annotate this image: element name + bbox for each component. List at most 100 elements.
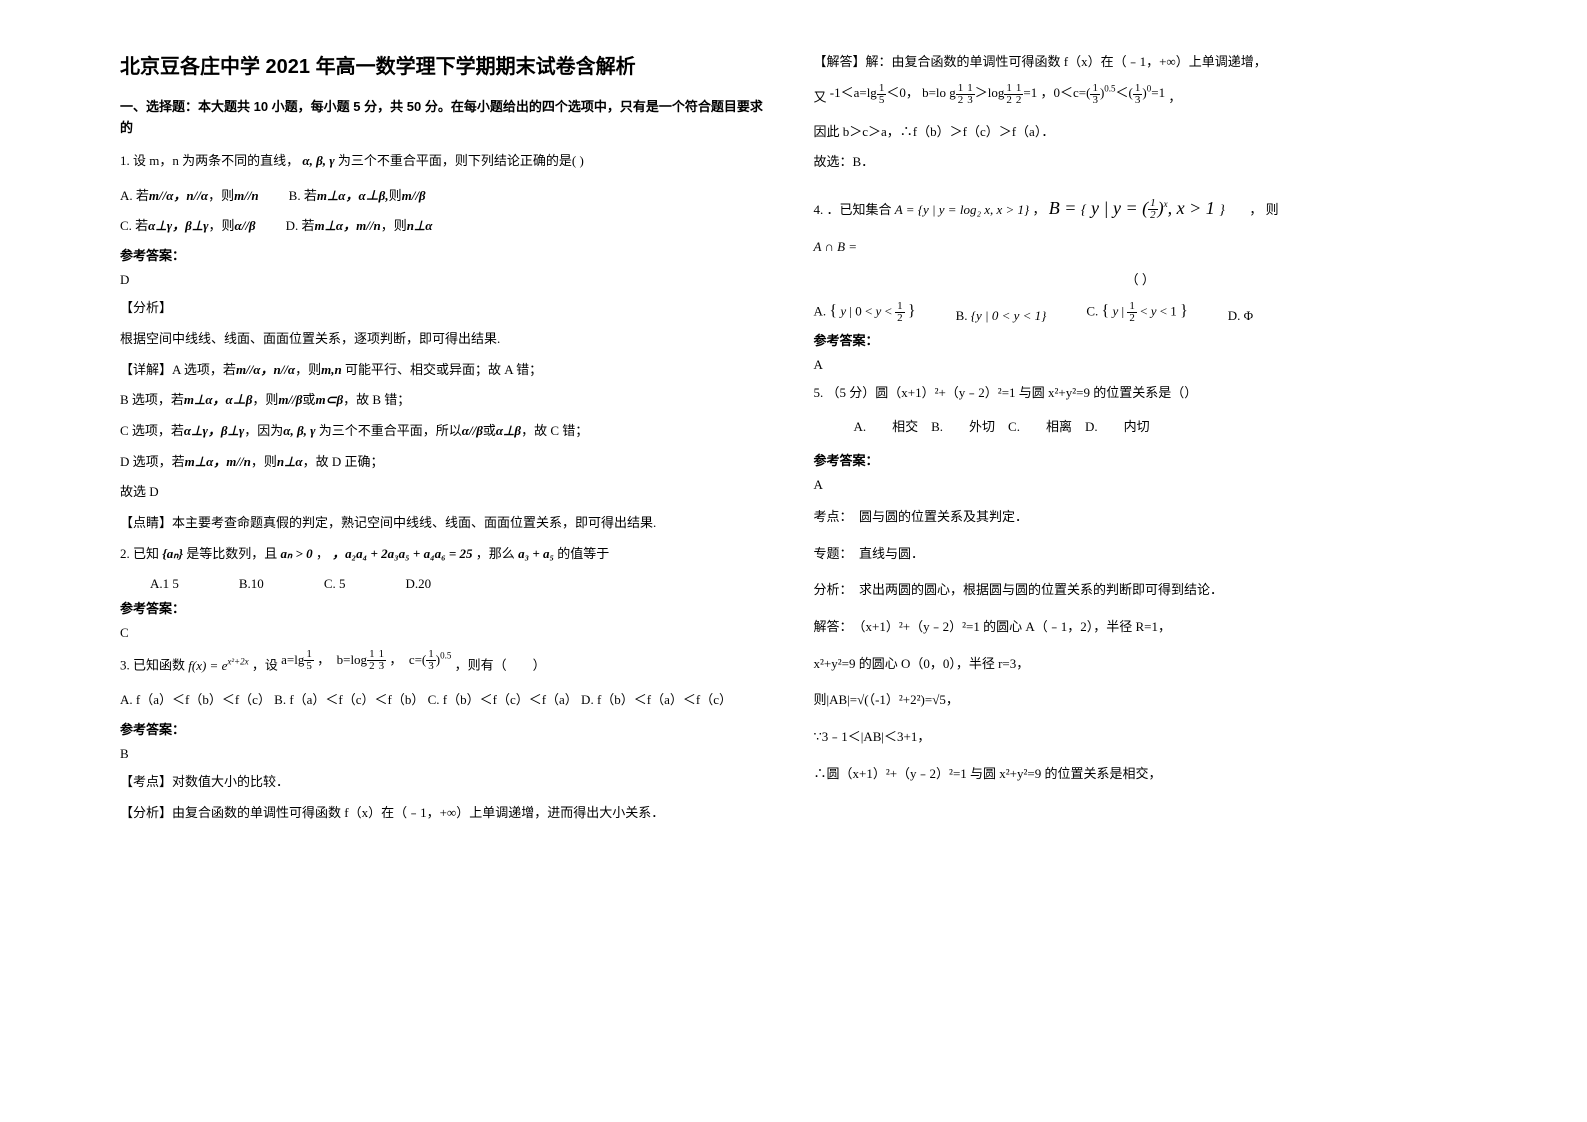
q1-optB-pre: B. 若: [289, 188, 317, 203]
q5-zhuanti-text: 直线与圆．: [859, 546, 924, 561]
q1-dd5: ，故 D 正确；: [303, 454, 384, 469]
q4-optC: C. { y | 12 < y < 1 }: [1086, 301, 1187, 324]
q4oC-frac: 12: [1127, 301, 1137, 324]
col2-jieda-label: 【解答】: [814, 54, 866, 69]
q1-da3: ，则: [295, 362, 321, 377]
q1-optA-pre: A. 若: [120, 188, 149, 203]
q1-optD-end: n⊥α: [407, 218, 433, 233]
q5-jieda-a-text: （x+1）²+（y﹣2）²=1 的圆心 A（﹣1，2），半径 R=1，: [859, 619, 1171, 634]
q3-sub1: 12: [367, 649, 377, 672]
q5-zhuanti-label: 专题：: [814, 546, 847, 561]
q1-stem-c: 为三个不重合平面，则下列结论正确的是( ): [338, 153, 584, 168]
q1-optC: C. 若α⊥γ，β⊥γ，则α//β: [120, 213, 256, 239]
q5-num: 5.: [814, 385, 824, 400]
q2-optB: B.10: [239, 576, 264, 592]
q1-dc2: α⊥γ，β⊥γ: [184, 423, 244, 438]
q5-fenxi-label: 分析：: [814, 582, 847, 597]
q3-frac1: 15: [304, 649, 314, 672]
q2-stem-g: a₃ + a₅: [518, 546, 554, 561]
c2fj: ＜(: [1116, 85, 1133, 100]
q1-optA-post: ，则: [208, 188, 234, 203]
q1-analysis: 根据空间中线线、线面、面面位置关系，逐项判断，即可得出结果.: [120, 327, 774, 352]
q1-options: A. 若m//α，n//α，则m//n B. 若m⊥α，α⊥β,则m//β C.…: [120, 183, 774, 239]
q3-num: 3.: [120, 658, 130, 673]
q3-frac2: 13: [377, 649, 387, 672]
q2-comma: ，: [316, 546, 329, 561]
q2-optC: C. 5: [324, 576, 346, 592]
q5-jieda-c-sqrt: √(（-1）²+2²)=√5: [857, 692, 946, 707]
c2-s1: 12: [956, 83, 966, 106]
q4-stem-a: ．已知集合: [827, 202, 892, 217]
c2-f1: 15: [877, 83, 887, 106]
q2-num: 2.: [120, 546, 130, 561]
c2fb: ＜0: [886, 85, 906, 100]
q1-db6: m⊂β: [315, 392, 343, 407]
q3-cb: ， b=log: [317, 652, 367, 667]
q1-optB-end: m//β: [402, 188, 426, 203]
q2-stem-e: ，a₂a₄ + 2a₃a₅ + a₄a₆ = 25: [332, 546, 472, 561]
q3-stem-a: 已知函数: [133, 658, 185, 673]
q1-db: B 选项，若: [120, 392, 184, 407]
q1-conclusion: 故选 D: [120, 480, 774, 505]
q5-answer-label: 参考答案：: [814, 450, 1468, 469]
q3-func-exp: x²+2x: [227, 656, 248, 666]
q3-answer: B: [120, 746, 774, 762]
q1-da: A 选项，若: [172, 362, 236, 377]
q1-detail-b: B 选项，若m⊥α，α⊥β，则m//β或m⊂β，故 B 错；: [120, 388, 774, 413]
q3-func: f(x) = ex²+2x: [188, 658, 248, 673]
q4-B: B = { y | y = (12)x, x > 1 }: [1049, 198, 1230, 218]
q1-dd3: ，则: [251, 454, 277, 469]
q1-dc9: ，故 C 错；: [521, 423, 588, 438]
q1-point-label: 【点睛】: [120, 515, 172, 530]
q5-stem: （5 分）圆（x+1）²+（y﹣2）²=1 与圆 x²+y²=9 的位置关系是（…: [827, 385, 1198, 400]
q1-optC-pre: C. 若: [120, 218, 148, 233]
q1-detail-d: D 选项，若m⊥α，m//n，则n⊥α，故 D 正确；: [120, 450, 774, 475]
q5-jieda-e: ∴圆（x+1）²+（y﹣2）²=1 与圆 x²+y²=9 的位置关系是相交，: [814, 762, 1468, 787]
q1-da4: m,n: [321, 362, 342, 377]
q1-point: 【点睛】本主要考查命题真假的判定，熟记空间中线线、线面、面面位置关系，即可得出结…: [120, 511, 774, 536]
c2-f5: 13: [1133, 83, 1143, 106]
q1-dd: D 选项，若: [120, 454, 185, 469]
q3-options: A. f（a）＜f（b）＜f（c） B. f（a）＜f（c）＜f（b） C. f…: [120, 688, 774, 713]
q1-optA-end: m//n: [234, 188, 259, 203]
q1-detail-c: C 选项，若α⊥γ，β⊥γ，因为α, β, γ 为三个不重合平面，所以α//β或…: [120, 419, 774, 444]
q2-optA: A.1 5: [150, 576, 179, 592]
q1-optA: A. 若m//α，n//α，则m//n: [120, 183, 259, 209]
col2-jieda-a: 【解答】解：由复合函数的单调性可得函数 f（x）在（﹣1，+∞）上单调递增，: [814, 50, 1468, 75]
q1-optC-post: ，则: [209, 218, 235, 233]
q5-kaodian-label: 考点：: [814, 509, 847, 524]
q4-num: 4.: [814, 202, 824, 217]
q1-dc4: α, β, γ: [283, 423, 315, 438]
q5-jieda-b: x²+y²=9 的圆心 O（0，0），半径 r=3，: [814, 652, 1468, 677]
left-column: 北京豆各庄中学 2021 年高一数学理下学期期末试卷含解析 一、选择题：本大题共…: [100, 50, 794, 1072]
c2-s2: 12: [1004, 83, 1014, 106]
question-4: 4. ．已知集合 A = {y | y = log₂ x, x > 1} ， B…: [814, 191, 1468, 225]
q4-optC-label: C.: [1086, 303, 1098, 318]
q1-stem-a: 设 m，n 为两条不同的直线，: [133, 153, 299, 168]
q5-kaodian: 考点： 圆与圆的位置关系及其判定．: [814, 505, 1468, 530]
q1-dc6: α//β: [462, 423, 483, 438]
q1-detail-label: 【详解】: [120, 362, 172, 377]
q1-optD: D. 若m⊥α，m//n，则n⊥α: [286, 213, 433, 239]
q3-analysis-label: 【分析】: [120, 805, 172, 820]
question-5: 5. （5 分）圆（x+1）²+（y﹣2）²=1 与圆 x²+y²=9 的位置关…: [814, 381, 1468, 406]
q3-kaodian: 【考点】对数值大小的比较．: [120, 770, 774, 795]
q4-optD: D. Φ: [1228, 308, 1253, 324]
q2-answer-label: 参考答案：: [120, 598, 774, 617]
q1-dc7: 或: [483, 423, 496, 438]
q1-db7: ，故 B 错；: [343, 392, 410, 407]
q4-answer-label: 参考答案：: [814, 330, 1468, 349]
q5-jieda-d: ∵3﹣1＜|AB|＜3+1，: [814, 725, 1468, 750]
q1-optC-end: α//β: [235, 218, 256, 233]
q4-optA-label: A.: [814, 303, 827, 318]
q5-opts: A. 相交 B. 外切 C. 相离 D. 内切: [854, 415, 1468, 440]
q1-answer-label: 参考答案：: [120, 245, 774, 264]
q4-answer: A: [814, 357, 1468, 373]
q5-fenxi: 分析： 求出两圆的圆心，根据圆与圆的位置关系的判断即可得到结论．: [814, 578, 1468, 603]
q1-db3: ，则: [252, 392, 278, 407]
question-3: 3. 已知函数 f(x) = ex²+2x ，设 a=lg15 ， b=log1…: [120, 653, 774, 678]
q1-optC-mid: α⊥γ，β⊥γ: [148, 218, 208, 233]
q4oA-frac: 12: [895, 301, 905, 324]
q1-stem-b: α, β, γ: [302, 153, 334, 168]
q3-kaodian-label: 【考点】: [120, 774, 172, 789]
